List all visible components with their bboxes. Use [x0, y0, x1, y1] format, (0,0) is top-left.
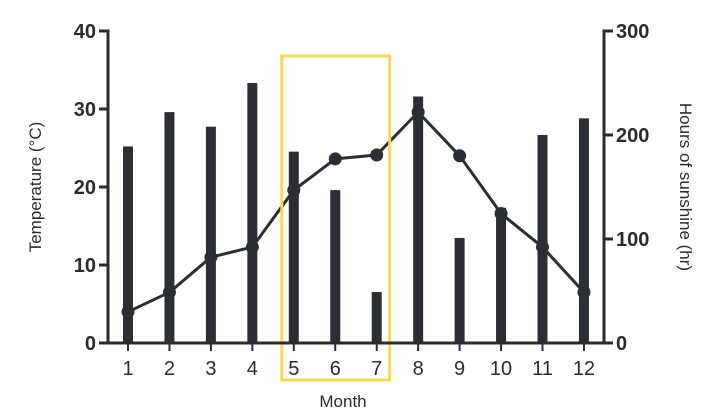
y-left-tick-label: 20 [74, 177, 96, 199]
line-point [328, 152, 342, 166]
bar [578, 118, 589, 343]
temperature-line-path [127, 110, 586, 314]
y-right-axis-title: Hours of sunshine (hr) [676, 103, 695, 271]
x-tick-label: 3 [205, 358, 216, 380]
x-tick-label: 12 [573, 358, 595, 380]
y-right-tick-label: 200 [616, 125, 649, 147]
line-point [287, 183, 301, 197]
y-right-tick-label: 300 [616, 21, 649, 43]
y-left-tick-label: 10 [74, 255, 96, 277]
x-tick-label: 10 [490, 358, 512, 380]
y-right-tick-label: 100 [616, 229, 649, 251]
x-tick-label: 9 [454, 358, 465, 380]
line-point [162, 285, 176, 299]
sunshine-bars [123, 83, 589, 344]
line-point [453, 149, 467, 163]
x-axis-title: Month [319, 392, 366, 411]
line-point [577, 285, 591, 299]
bar [164, 112, 175, 344]
temperature-line [121, 105, 591, 319]
y-left-tick-label: 0 [85, 333, 96, 355]
highlight-box [280, 54, 392, 382]
line-point [245, 240, 259, 254]
line-point [411, 105, 425, 119]
line-point [370, 148, 384, 162]
bar [123, 146, 133, 343]
bar [537, 135, 548, 343]
x-tick-label: 7 [371, 358, 382, 380]
bar [413, 96, 424, 344]
y-left-tick-label: 30 [74, 99, 96, 121]
x-tick-label: 1 [122, 358, 133, 380]
x-tick-label: 5 [288, 358, 299, 380]
y-left-axis-title: Temperature (°C) [26, 122, 45, 253]
y-left-tick-label: 40 [74, 21, 96, 43]
bar [247, 83, 258, 343]
bar [371, 292, 382, 343]
line-point [494, 207, 508, 221]
bar [288, 151, 299, 343]
line-point [204, 250, 218, 264]
x-tick-label: 2 [164, 358, 175, 380]
bar [454, 237, 465, 343]
x-tick-label: 6 [330, 358, 341, 380]
y-right-tick-label: 0 [616, 333, 627, 355]
x-tick-label: 8 [413, 358, 424, 380]
x-tick-label: 4 [247, 358, 258, 380]
line-point [536, 240, 549, 254]
line-point [121, 305, 135, 319]
highlight-group [280, 54, 392, 382]
bar [496, 207, 507, 343]
bar [205, 126, 216, 344]
bar [330, 190, 341, 343]
x-tick-label: 11 [532, 358, 553, 380]
